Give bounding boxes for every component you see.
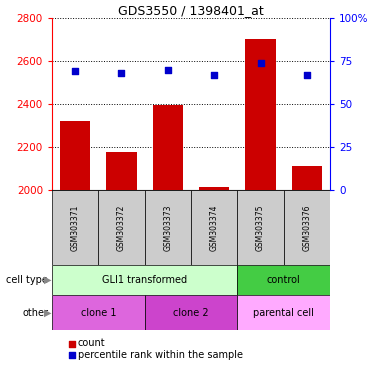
Bar: [145, 190, 191, 265]
Text: GSM303375: GSM303375: [256, 204, 265, 251]
Text: ▶: ▶: [44, 275, 51, 285]
Point: [211, 72, 217, 78]
Bar: [153, 105, 183, 190]
Text: clone 1: clone 1: [81, 308, 116, 318]
Text: other: other: [22, 308, 48, 318]
Point: [257, 60, 263, 66]
Bar: [106, 152, 137, 190]
Bar: [246, 40, 276, 190]
Text: GLI1 transformed: GLI1 transformed: [102, 275, 187, 285]
Text: GSM303371: GSM303371: [70, 204, 80, 251]
Bar: [199, 187, 229, 190]
Bar: [237, 265, 330, 295]
Text: control: control: [267, 275, 301, 285]
Text: GSM303372: GSM303372: [117, 204, 126, 251]
Bar: [145, 295, 237, 330]
Bar: [292, 166, 322, 190]
Point: [304, 72, 310, 78]
Text: percentile rank within the sample: percentile rank within the sample: [78, 350, 243, 360]
Bar: [237, 295, 330, 330]
Bar: [52, 190, 98, 265]
Bar: [52, 265, 237, 295]
Text: clone 2: clone 2: [173, 308, 209, 318]
Point: [118, 70, 124, 76]
Text: GSM303373: GSM303373: [163, 204, 173, 251]
Text: parental cell: parental cell: [253, 308, 314, 318]
Point: [165, 66, 171, 73]
Bar: [60, 121, 90, 190]
Point: [69, 352, 75, 358]
Text: count: count: [78, 338, 106, 348]
Bar: [52, 295, 145, 330]
Text: cell type: cell type: [6, 275, 48, 285]
Bar: [98, 190, 145, 265]
Text: ▶: ▶: [44, 308, 51, 318]
Point: [72, 68, 78, 74]
Title: GDS3550 / 1398401_at: GDS3550 / 1398401_at: [118, 4, 264, 17]
Point: [69, 341, 75, 347]
Bar: [284, 190, 330, 265]
Bar: [191, 190, 237, 265]
Bar: [237, 190, 283, 265]
Text: GSM303376: GSM303376: [302, 204, 311, 251]
Text: GSM303374: GSM303374: [210, 204, 219, 251]
